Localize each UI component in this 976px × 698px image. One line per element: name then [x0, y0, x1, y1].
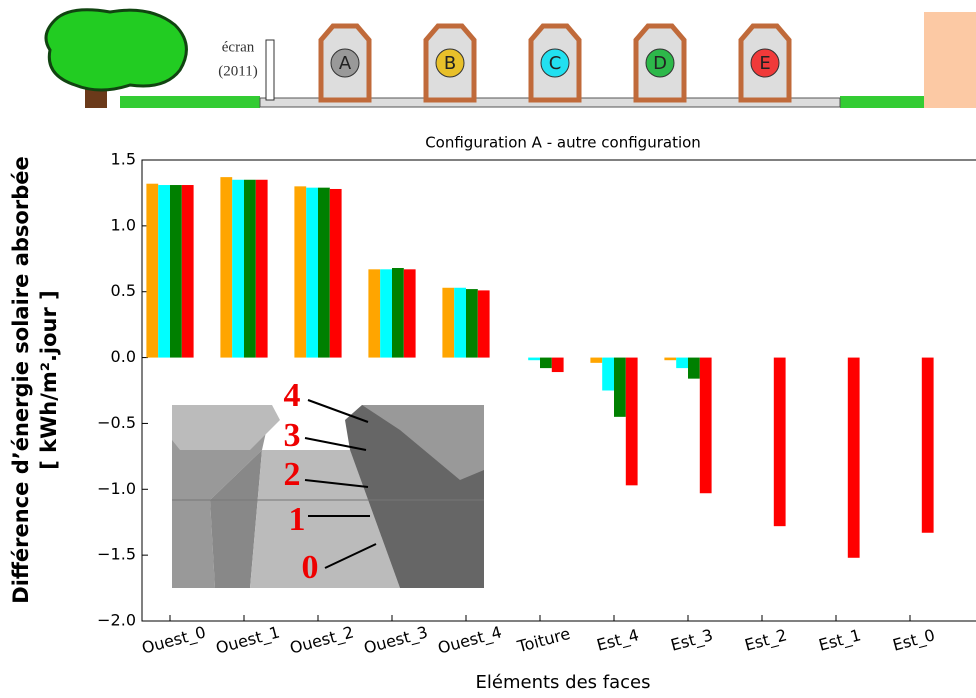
chart: Configuration A - autre configuration −2.… [9, 134, 976, 693]
bar [921, 357, 934, 533]
bar [688, 357, 700, 379]
bar [170, 185, 182, 358]
face-label: 2 [284, 456, 301, 493]
y-tick-label: −2.0 [97, 611, 136, 630]
house-badge [435, 48, 465, 78]
bar [294, 186, 307, 358]
bar [392, 268, 404, 358]
y-axis-label: Différence d’énergie solaire absorbée [9, 156, 33, 603]
x-tick-label: Toiture [514, 624, 572, 657]
bar [255, 179, 268, 358]
plot-frame [141, 159, 976, 622]
bar [602, 357, 614, 391]
house-badge [330, 48, 360, 78]
arrows [304, 399, 377, 569]
bar [454, 287, 466, 358]
wall-left-face [210, 450, 262, 588]
x-tick-label: Est_4 [595, 625, 642, 655]
x-tick-label: Ouest_1 [214, 622, 282, 658]
bar [181, 185, 194, 358]
bar [540, 357, 552, 369]
bar [380, 269, 392, 358]
x-tick-label: Est_2 [743, 625, 790, 655]
bar [368, 269, 381, 358]
screen-year: (2011) [218, 63, 257, 79]
face-label: 0 [302, 549, 319, 586]
x-tick-label: Est_3 [669, 625, 716, 655]
bar [306, 187, 318, 358]
bar [847, 357, 860, 558]
bar [442, 287, 455, 358]
house-badge [645, 48, 675, 78]
x-axis-label: Eléments des faces [476, 672, 651, 693]
building [924, 12, 976, 108]
x-tick-label: Est_1 [817, 625, 864, 655]
house-badge [750, 48, 780, 78]
chart-title: Configuration A - autre configuration [425, 134, 701, 152]
bar [232, 179, 244, 358]
bar [590, 357, 603, 363]
bar [318, 187, 330, 358]
bar [551, 357, 564, 373]
bar [146, 183, 159, 358]
tree [44, 8, 188, 92]
bar [403, 269, 416, 358]
x-tick-label: Est_0 [891, 625, 938, 655]
house-label: C [549, 53, 562, 74]
x-tick-label: Ouest_4 [436, 622, 504, 658]
y-tick-label: −1.5 [97, 545, 136, 564]
roof-right [362, 405, 484, 480]
bar [625, 357, 638, 486]
x-tick-label: Ouest_3 [362, 622, 430, 658]
bar [699, 357, 712, 494]
grass [120, 96, 260, 108]
house-label: E [759, 53, 770, 74]
bar [158, 185, 170, 358]
bar [477, 290, 490, 358]
bar [244, 179, 256, 358]
bar [329, 188, 342, 358]
y-tick-label: −1.0 [97, 479, 136, 498]
x-tick-label: Ouest_0 [140, 622, 208, 658]
header-illustration: écran (2011) A B C D E [44, 8, 976, 108]
bar [466, 289, 478, 358]
bar [664, 357, 677, 361]
y-tick-label: 0.5 [111, 281, 136, 300]
y-tick-label: 1.0 [111, 215, 136, 234]
bar [773, 357, 786, 527]
roof-left [172, 405, 280, 450]
grass [840, 96, 924, 108]
face-label: 3 [284, 417, 301, 454]
y-tick-label: 0.0 [111, 347, 136, 366]
wall-left [172, 405, 272, 588]
y-tick-label: −0.5 [97, 413, 136, 432]
screen [265, 39, 275, 101]
x-tick-label: Ouest_2 [288, 622, 356, 658]
bar [614, 357, 626, 417]
face-label: 4 [284, 377, 301, 414]
face-label: 1 [289, 501, 306, 538]
screen-label: écran [222, 39, 255, 55]
house-label: B [444, 53, 456, 74]
houses: A B C D E [318, 23, 792, 103]
bar [528, 357, 540, 361]
inset-image: 4 3 2 1 0 [172, 377, 484, 588]
bar [676, 357, 688, 369]
bar [220, 177, 233, 358]
house-badge [540, 48, 570, 78]
house-label: D [653, 53, 667, 74]
y-tick-label: 1.5 [111, 150, 136, 169]
house-label: A [339, 53, 352, 74]
y-axis-unit: [ kWh/m².jour ] [37, 290, 61, 470]
